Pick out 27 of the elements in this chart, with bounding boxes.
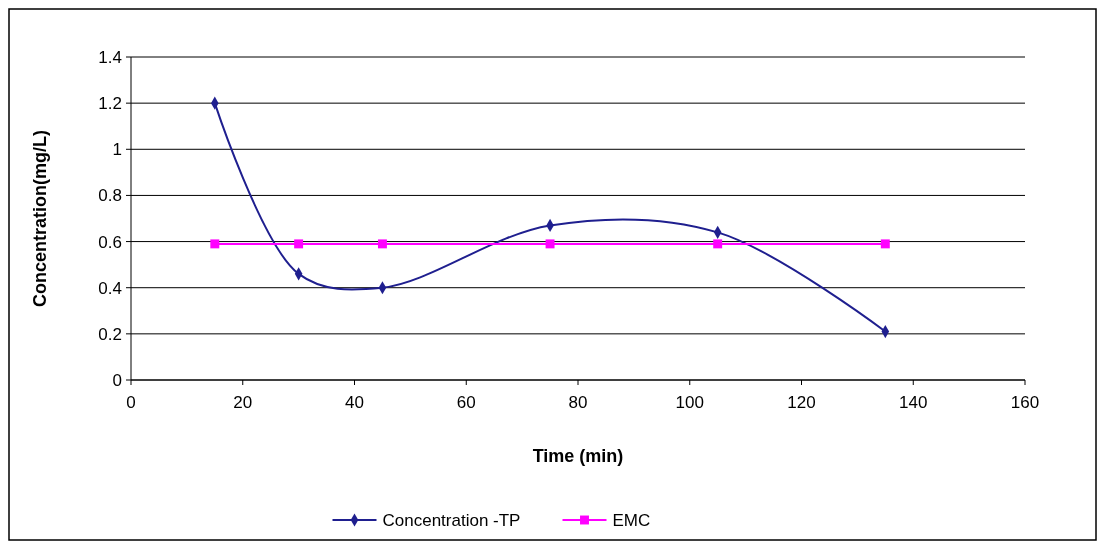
y-tick-label: 0.4 <box>98 278 122 298</box>
y-axis-title: Concentration(mg/L) <box>30 130 50 307</box>
x-tick-label: 80 <box>568 393 588 412</box>
y-tick-label: 1 <box>112 140 122 160</box>
y-tick-label: 0.6 <box>98 232 122 252</box>
y-tick-label: 0 <box>112 370 122 390</box>
x-tick-label: 60 <box>456 393 476 412</box>
x-axis-title: Time (min) <box>532 446 624 466</box>
y-tick-label: 0.8 <box>98 186 122 206</box>
point <box>377 239 387 249</box>
x-tick-label: 120 <box>787 393 816 412</box>
point <box>880 239 890 249</box>
y-tick-label: 1.2 <box>98 94 122 114</box>
point <box>713 239 723 249</box>
y-tick-label: 1.4 <box>98 47 122 67</box>
point <box>294 239 304 249</box>
point <box>545 239 555 249</box>
x-tick-label: 160 <box>1010 393 1040 412</box>
x-tick-label: 40 <box>345 393 364 412</box>
point <box>210 239 220 249</box>
x-tick-label: 140 <box>899 393 928 412</box>
x-tick-label: 100 <box>675 393 704 412</box>
x-tick-label: 20 <box>233 393 253 412</box>
y-tick-label: 0.2 <box>98 324 122 344</box>
x-tick-label: 0 <box>126 393 136 412</box>
legend-label: Concentration -TP <box>382 510 521 530</box>
legend-label: EMC <box>612 510 651 530</box>
